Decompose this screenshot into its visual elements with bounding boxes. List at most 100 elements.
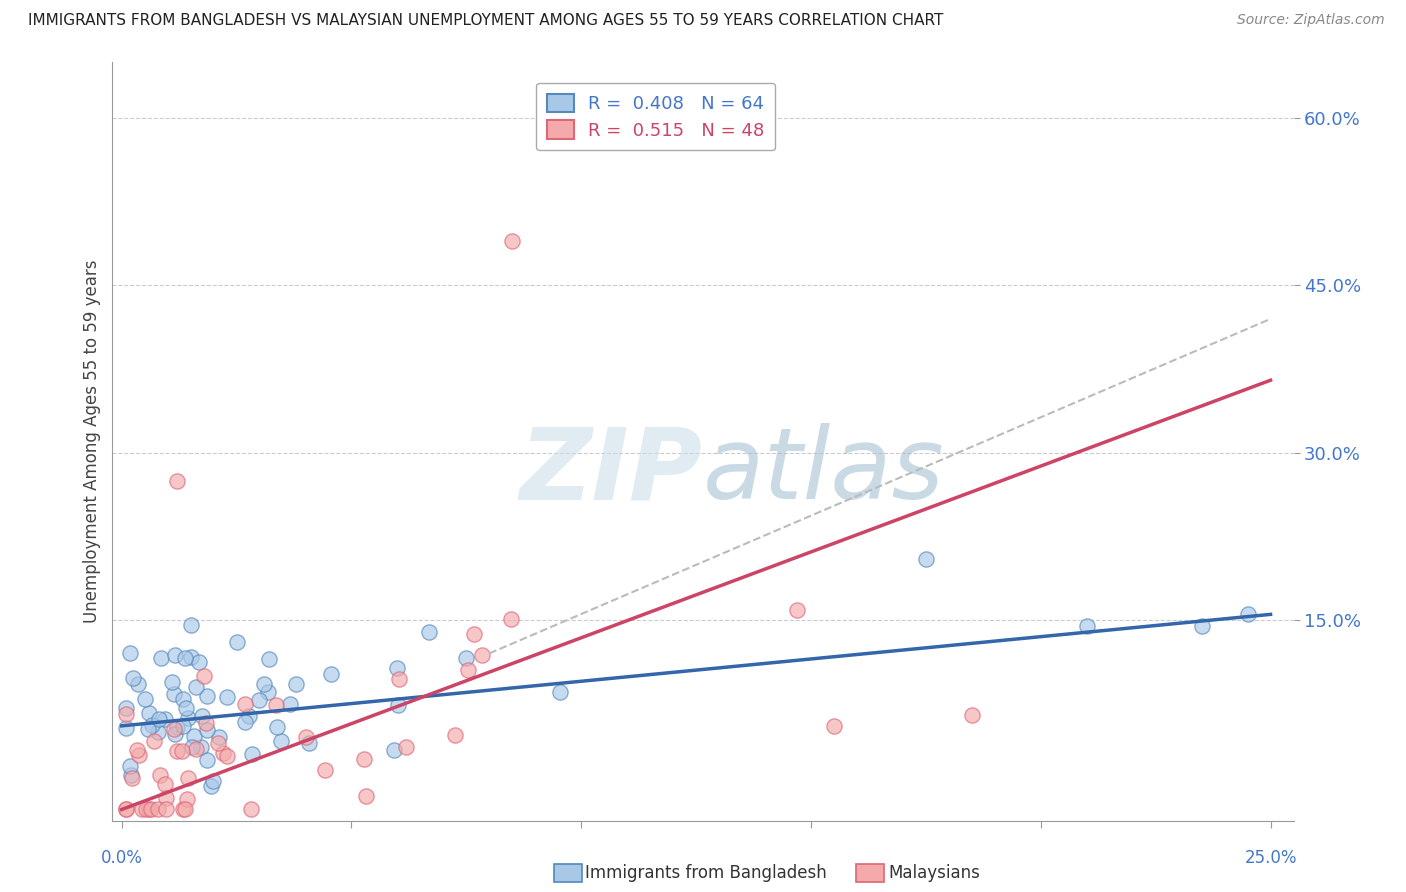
Point: [463, 627, 485, 641]
Point: [548, 685, 571, 699]
Point: [382, 743, 405, 757]
Point: [190, 740, 212, 755]
Point: [115, 701, 138, 715]
Point: [270, 734, 292, 748]
Point: [188, 655, 211, 669]
Point: [115, 707, 138, 722]
Point: [314, 764, 336, 778]
Point: [387, 698, 409, 712]
Point: [353, 752, 375, 766]
Point: [200, 779, 222, 793]
Point: [176, 791, 198, 805]
Point: [155, 803, 177, 817]
Point: [823, 719, 845, 733]
Point: [238, 708, 260, 723]
Point: [1076, 618, 1098, 632]
Point: [418, 624, 440, 639]
Point: [148, 712, 170, 726]
Point: [195, 689, 218, 703]
Point: [163, 687, 186, 701]
Point: [786, 603, 808, 617]
Point: [141, 803, 163, 817]
Point: [253, 677, 276, 691]
Point: [208, 730, 231, 744]
Point: [166, 744, 188, 758]
Point: [166, 474, 188, 488]
Point: [121, 671, 143, 685]
Point: [120, 646, 142, 660]
Y-axis label: Unemployment Among Ages 55 to 59 years: Unemployment Among Ages 55 to 59 years: [83, 260, 101, 624]
Text: 0.0%: 0.0%: [101, 848, 142, 866]
Point: [457, 663, 479, 677]
Text: atlas: atlas: [703, 424, 945, 520]
Point: [319, 666, 342, 681]
Point: [190, 709, 212, 723]
Point: [153, 712, 176, 726]
Point: [115, 803, 138, 817]
Legend: R =  0.408   N = 64, R =  0.515   N = 48: R = 0.408 N = 64, R = 0.515 N = 48: [536, 83, 776, 151]
Point: [183, 729, 205, 743]
Point: [138, 803, 160, 817]
Point: [173, 651, 195, 665]
Point: [186, 742, 208, 756]
Point: [180, 650, 202, 665]
Point: [149, 651, 172, 665]
Point: [170, 744, 193, 758]
Point: [266, 721, 288, 735]
Point: [160, 674, 183, 689]
Point: [135, 803, 157, 817]
Point: [141, 718, 163, 732]
Point: [163, 726, 186, 740]
Text: Immigrants from Bangladesh: Immigrants from Bangladesh: [585, 864, 827, 882]
Point: [284, 677, 307, 691]
Point: [443, 728, 465, 742]
Point: [233, 714, 256, 729]
Point: [180, 618, 202, 632]
Point: [155, 777, 177, 791]
Point: [295, 730, 318, 744]
Point: [247, 693, 270, 707]
Point: [501, 234, 523, 248]
Point: [456, 651, 478, 665]
Point: [186, 680, 208, 694]
Point: [193, 669, 215, 683]
Point: [1191, 618, 1213, 632]
Point: [915, 551, 938, 566]
Point: [165, 648, 187, 663]
Point: [127, 742, 149, 756]
Point: [388, 673, 411, 687]
Point: [240, 803, 263, 817]
Point: [278, 698, 301, 712]
Point: [217, 749, 239, 764]
Point: [298, 736, 321, 750]
Point: [138, 706, 160, 721]
Text: ZIP: ZIP: [520, 424, 703, 520]
Point: [181, 740, 204, 755]
Point: [387, 661, 409, 675]
Point: [163, 722, 186, 736]
Point: [1236, 607, 1258, 622]
Point: [226, 635, 249, 649]
Text: IMMIGRANTS FROM BANGLADESH VS MALAYSIAN UNEMPLOYMENT AMONG AGES 55 TO 59 YEARS C: IMMIGRANTS FROM BANGLADESH VS MALAYSIAN …: [28, 13, 943, 29]
Point: [115, 803, 138, 817]
Point: [128, 748, 150, 763]
Point: [233, 697, 256, 711]
Point: [131, 803, 153, 817]
Point: [195, 723, 218, 737]
Point: [172, 803, 194, 817]
Point: [256, 684, 278, 698]
Point: [155, 790, 177, 805]
Point: [127, 677, 149, 691]
Point: [149, 768, 172, 782]
Point: [177, 710, 200, 724]
Point: [195, 715, 218, 730]
Point: [259, 652, 281, 666]
Point: [142, 733, 165, 747]
Text: Malaysians: Malaysians: [889, 864, 980, 882]
Point: [118, 758, 141, 772]
Point: [146, 724, 169, 739]
Point: [217, 690, 239, 705]
Point: [174, 803, 197, 817]
Point: [120, 768, 142, 782]
Point: [115, 721, 138, 735]
